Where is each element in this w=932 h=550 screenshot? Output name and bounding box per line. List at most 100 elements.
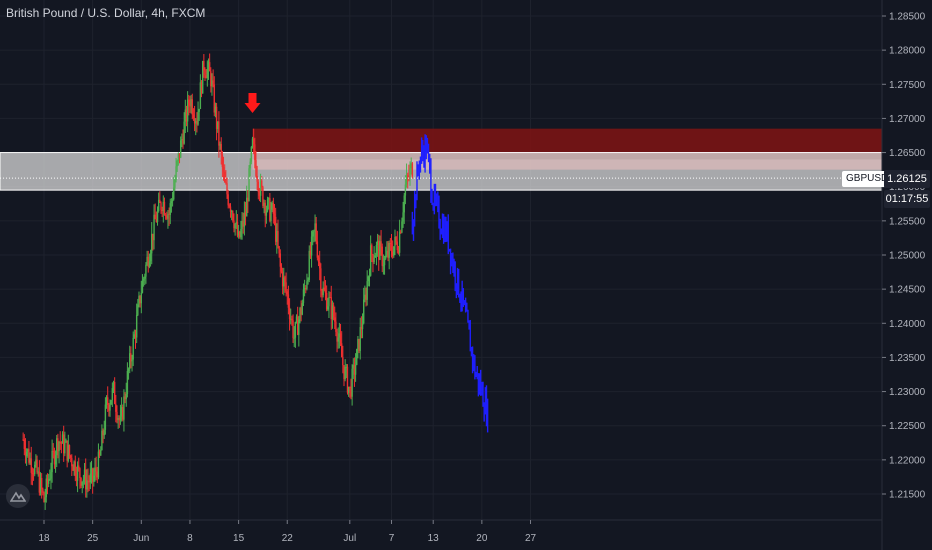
- candle-body: [207, 62, 210, 70]
- chart-title: British Pound / U.S. Dollar, 4h, FXCM: [6, 6, 206, 20]
- candle: [219, 141, 221, 150]
- candle-body: [285, 282, 287, 292]
- candle: [169, 198, 171, 225]
- candle: [25, 448, 28, 466]
- candle: [100, 446, 102, 456]
- candle: [214, 102, 217, 118]
- candle: [411, 161, 414, 179]
- candle: [276, 223, 278, 254]
- candle-body: [35, 459, 37, 465]
- candle-body: [120, 407, 123, 417]
- candle-body: [323, 287, 326, 291]
- candle-body: [252, 138, 255, 145]
- candle-body: [387, 250, 389, 258]
- candle-body: [301, 303, 304, 315]
- candle-body: [366, 281, 368, 300]
- tradingview-logo-icon[interactable]: [6, 484, 30, 508]
- current-price-label: 1.26125: [884, 170, 930, 188]
- candle-body: [166, 215, 168, 219]
- price-tick-label: 1.27500: [889, 80, 926, 91]
- candle-body: [131, 359, 133, 362]
- candle-body: [90, 468, 93, 474]
- candle: [45, 474, 48, 503]
- candle-body: [352, 364, 354, 369]
- candle: [120, 397, 123, 422]
- candle: [393, 246, 395, 258]
- candle-body: [313, 230, 315, 232]
- candle: [123, 389, 125, 432]
- candle: [117, 415, 119, 429]
- candle: [103, 420, 105, 439]
- candle: [88, 475, 90, 491]
- candle-body: [95, 467, 97, 472]
- candle-body: [145, 264, 147, 277]
- candle-body: [360, 327, 363, 330]
- time-tick-label: Jun: [133, 533, 149, 544]
- candle-body: [210, 71, 212, 87]
- candle: [322, 281, 324, 298]
- candle: [383, 255, 386, 275]
- candle-body: [350, 386, 352, 397]
- candle: [265, 205, 268, 224]
- candle-body: [29, 458, 31, 463]
- candle: [119, 404, 122, 425]
- price-tick-label: 1.27000: [889, 114, 926, 125]
- candle: [284, 275, 286, 293]
- candle-body: [270, 209, 272, 221]
- candle-body: [38, 471, 41, 493]
- candle: [366, 270, 368, 306]
- candle: [81, 481, 83, 494]
- candle: [330, 285, 332, 330]
- candle-body: [364, 294, 366, 300]
- candle: [83, 463, 86, 485]
- candle-body: [119, 416, 122, 421]
- candle-body: [107, 397, 109, 405]
- candle-body: [97, 451, 100, 478]
- candle: [269, 193, 271, 223]
- candle-body: [87, 480, 89, 482]
- candle: [379, 235, 381, 261]
- candle: [50, 462, 52, 490]
- candle: [394, 229, 396, 256]
- candle: [129, 345, 131, 374]
- candle: [340, 331, 343, 358]
- candle-body: [39, 477, 42, 493]
- candle-body: [361, 323, 364, 330]
- candle-body: [391, 251, 394, 256]
- candle: [102, 428, 104, 444]
- candle: [90, 460, 93, 484]
- candle: [286, 289, 288, 305]
- candle-body: [256, 175, 258, 182]
- candle-body: [353, 364, 356, 375]
- candle-body: [369, 245, 372, 276]
- candle-body: [174, 179, 176, 188]
- candle-body: [312, 231, 314, 237]
- candle-body: [375, 245, 378, 256]
- candle: [285, 272, 287, 297]
- candle: [250, 145, 253, 165]
- candle-body: [299, 308, 301, 320]
- candle: [153, 204, 155, 250]
- candle: [73, 460, 75, 476]
- candle-body: [411, 163, 414, 177]
- candle-body: [337, 337, 339, 342]
- candle-body: [22, 439, 24, 441]
- candle: [255, 151, 257, 178]
- candle-body: [32, 473, 35, 475]
- candle: [237, 225, 240, 239]
- candle-body: [398, 231, 401, 253]
- candle-body: [294, 322, 297, 338]
- candle: [354, 353, 357, 382]
- candle-body: [79, 468, 81, 479]
- candle-body: [141, 280, 144, 293]
- candle: [107, 386, 109, 412]
- candle-body: [154, 214, 156, 220]
- candle: [262, 185, 264, 209]
- candle-body: [308, 250, 310, 280]
- candle: [224, 164, 226, 183]
- candle-body: [42, 489, 44, 493]
- candle-body: [381, 246, 383, 266]
- candle: [211, 73, 213, 96]
- candle-body: [27, 449, 29, 452]
